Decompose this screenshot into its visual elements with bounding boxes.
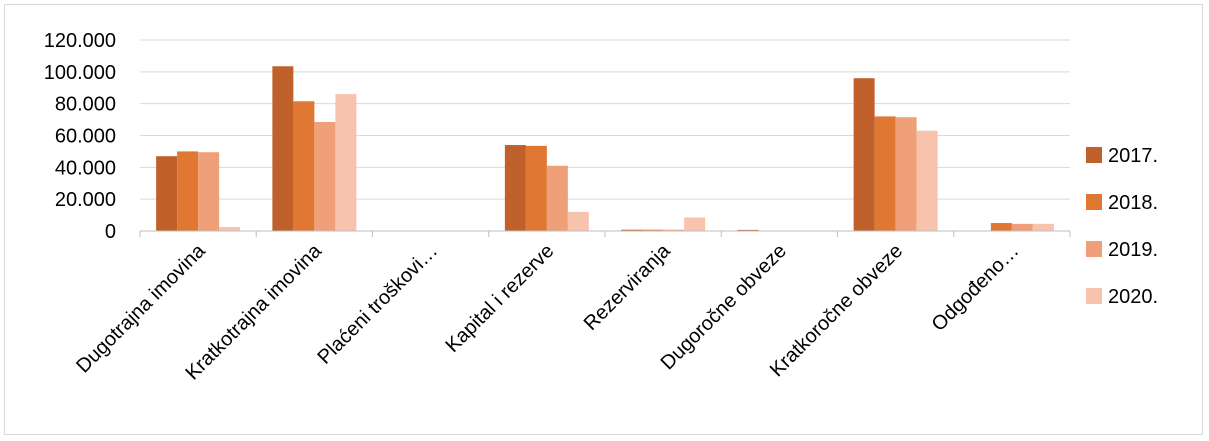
bars <box>156 66 1054 232</box>
bar <box>1032 223 1054 231</box>
x-axis <box>139 230 1071 237</box>
bar <box>198 152 220 231</box>
bar <box>642 229 664 231</box>
bar <box>156 156 178 231</box>
bar <box>621 229 643 231</box>
legend: 2017. 2018. 2019. 2020. <box>1086 145 1158 308</box>
bar <box>663 229 685 231</box>
legend-swatch <box>1086 241 1102 257</box>
bar <box>567 211 589 231</box>
legend-label: 2017. <box>1108 145 1158 167</box>
bar <box>504 145 526 231</box>
bar <box>853 78 875 231</box>
y-tick-label: 120.000 <box>44 30 116 52</box>
y-tick-label: 0 <box>105 221 116 243</box>
bar <box>272 66 294 231</box>
bar <box>293 101 315 231</box>
bar <box>177 151 199 231</box>
x-tick-label: Dugoročne obveze <box>657 240 791 374</box>
legend-swatch <box>1086 194 1102 210</box>
legend-swatch <box>1086 147 1102 163</box>
y-axis-ticks: 0 20.000 40.000 60.000 80.000 100.000 120.000 <box>44 30 116 243</box>
y-tick-label: 60.000 <box>55 126 116 148</box>
bar <box>684 217 706 231</box>
bar <box>916 130 938 231</box>
legend-label: 2018. <box>1108 192 1158 214</box>
bar <box>525 145 547 231</box>
y-tick-label: 20.000 <box>55 189 116 211</box>
legend-swatch <box>1086 288 1102 304</box>
bar <box>546 165 568 231</box>
y-tick-label: 100.000 <box>44 62 116 84</box>
bar <box>874 116 896 231</box>
legend-label: 2019. <box>1108 239 1158 261</box>
bar <box>1011 223 1033 231</box>
y-tick-label: 80.000 <box>55 94 116 116</box>
bar <box>895 117 917 231</box>
bar <box>737 229 759 231</box>
x-tick-label: Plaćeni troškovi… <box>313 240 442 369</box>
bar <box>990 223 1012 231</box>
x-tick-label: Dugotrajna imovina <box>72 239 210 377</box>
x-tick-label: Rezerviranja <box>580 239 676 335</box>
legend-label: 2020. <box>1108 286 1158 308</box>
bar <box>219 227 241 231</box>
x-tick-label: Kratkoročne obveze <box>766 240 907 381</box>
x-tick-label: Odgođeno… <box>928 240 1024 336</box>
x-tick-label: Kapital i rezerve <box>441 240 558 357</box>
bar <box>314 121 336 231</box>
y-tick-label: 40.000 <box>55 157 116 179</box>
bar <box>335 94 357 231</box>
